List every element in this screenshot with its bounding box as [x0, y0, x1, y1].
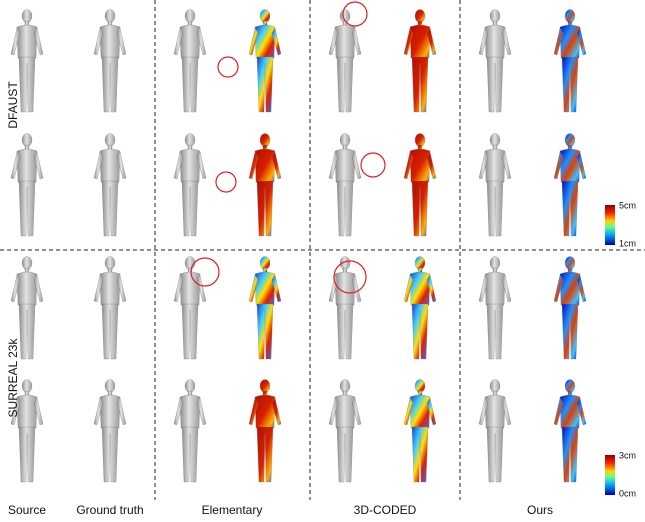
row-label: SURREAL 23k: [6, 338, 20, 418]
error-heatmap-mesh: [554, 257, 586, 360]
error-heatmap-mesh: [554, 134, 586, 237]
highlight-circle: [361, 153, 385, 177]
gray-mesh: [329, 257, 361, 360]
colorbar-label: 3cm: [619, 450, 636, 460]
gray-mesh: [94, 257, 126, 360]
error-heatmap-mesh: [554, 380, 586, 483]
figure: DFAUST SURREAL 23k Source Ground truth E…: [0, 0, 645, 522]
gray-mesh: [479, 380, 511, 483]
gray-mesh: [479, 257, 511, 360]
error-heatmap-mesh: [404, 10, 436, 113]
gray-mesh: [174, 134, 206, 237]
error-heatmap-mesh: [404, 380, 436, 483]
column-label: Ground truth: [76, 503, 143, 517]
highlight-circle: [216, 172, 236, 192]
gray-mesh: [174, 257, 206, 360]
colorbar: [605, 455, 615, 495]
highlight-circle: [191, 258, 219, 286]
gray-mesh: [329, 10, 361, 113]
gray-mesh: [174, 380, 206, 483]
error-heatmap-mesh: [404, 257, 436, 360]
error-heatmap-mesh: [249, 257, 281, 360]
colorbar-label: 1cm: [619, 238, 636, 248]
mesh-renders: [11, 10, 586, 483]
error-heatmap-mesh: [249, 134, 281, 237]
column-label: 3D-CODED: [354, 503, 417, 517]
gray-mesh: [479, 134, 511, 237]
error-heatmap-mesh: [404, 134, 436, 237]
gray-mesh: [94, 10, 126, 113]
error-heatmap-mesh: [249, 380, 281, 483]
colorbar: [605, 205, 615, 245]
column-label: Elementary: [202, 503, 263, 517]
gray-mesh: [479, 10, 511, 113]
row-label: DFAUST: [6, 81, 20, 129]
gray-mesh: [94, 134, 126, 237]
error-heatmap-mesh: [554, 10, 586, 113]
column-label: Ours: [527, 503, 553, 517]
column-label: Source: [8, 503, 46, 517]
gray-mesh: [329, 134, 361, 237]
highlight-circle: [218, 57, 238, 77]
gray-mesh: [94, 380, 126, 483]
colorbar-label: 0cm: [619, 488, 636, 498]
colorbar-label: 5cm: [619, 200, 636, 210]
error-heatmap-mesh: [249, 10, 281, 113]
gray-mesh: [174, 10, 206, 113]
gray-mesh: [329, 380, 361, 483]
gray-mesh: [11, 134, 43, 237]
